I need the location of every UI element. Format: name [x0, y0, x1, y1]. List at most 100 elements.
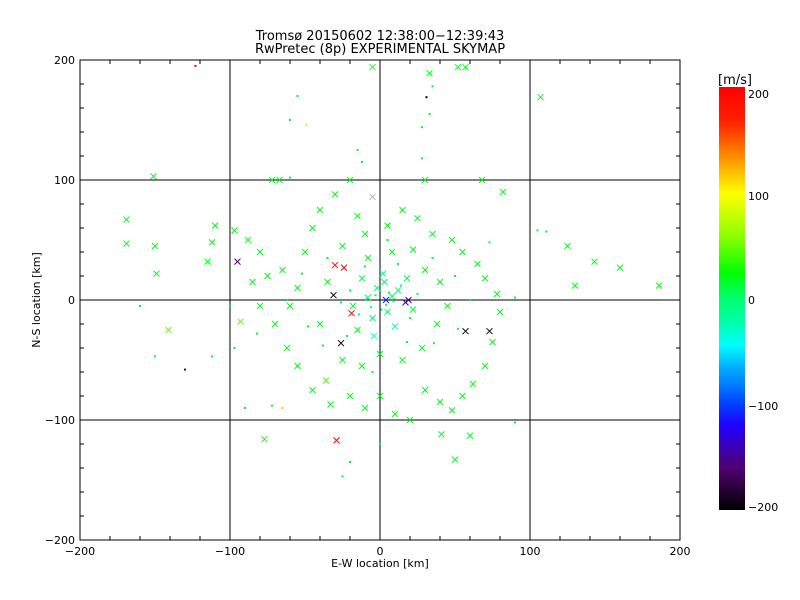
cross-stroke: [655, 282, 663, 289]
dot-marker: [454, 275, 456, 277]
cross-marker: [459, 392, 466, 400]
cross-marker: [591, 258, 598, 265]
dot-marker: [545, 230, 548, 233]
cross-stroke: [256, 302, 264, 310]
cross-marker: [421, 176, 429, 184]
cross-marker: [346, 392, 354, 400]
cross-marker: [564, 242, 571, 250]
cross-stroke: [358, 362, 366, 370]
cross-marker: [481, 275, 489, 282]
cross-stroke: [433, 320, 441, 328]
cross-marker: [381, 278, 388, 286]
grid-lines: [80, 60, 680, 540]
cross-stroke: [436, 398, 444, 406]
dot-marker: [358, 313, 360, 316]
dot-marker: [211, 355, 213, 358]
cross-stroke: [591, 258, 598, 265]
cross-marker: [153, 270, 160, 277]
cross-stroke: [354, 212, 361, 220]
cross-stroke: [346, 392, 354, 400]
cross-stroke: [369, 63, 376, 71]
cross-marker: [486, 327, 493, 335]
cross-stroke: [346, 176, 354, 184]
cross-stroke: [204, 258, 211, 265]
dot-marker: [379, 289, 381, 292]
cross-marker: [231, 227, 238, 234]
dot-marker: [379, 443, 381, 445]
cross-stroke: [481, 362, 489, 370]
dot-marker: [229, 305, 231, 307]
cross-stroke: [165, 326, 172, 334]
cross-stroke: [316, 320, 324, 328]
cross-stroke: [405, 296, 412, 304]
cross-stroke: [426, 69, 433, 77]
cross-marker: [211, 222, 219, 229]
cross-stroke: [459, 248, 466, 256]
dot-marker: [425, 96, 428, 99]
dot-marker: [256, 332, 258, 335]
cross-marker: [406, 416, 414, 424]
dot-marker: [305, 123, 308, 126]
dot-marker: [514, 296, 516, 299]
dot-marker: [233, 347, 236, 349]
x-tick-label: 100: [520, 545, 541, 558]
cross-stroke: [264, 272, 271, 280]
dot-marker: [421, 157, 423, 160]
cross-stroke: [462, 63, 469, 71]
cross-stroke: [268, 176, 276, 184]
dot-marker: [154, 355, 156, 358]
cross-stroke: [369, 193, 376, 201]
cross-stroke: [474, 260, 481, 268]
cross-stroke: [459, 392, 466, 400]
cross-marker: [264, 272, 271, 280]
cross-marker: [151, 242, 159, 250]
cross-marker: [294, 284, 301, 292]
cross-marker: [418, 344, 426, 352]
cross-stroke: [234, 258, 241, 265]
cross-stroke: [150, 173, 157, 180]
dot-marker: [307, 325, 309, 328]
cross-marker: [268, 176, 276, 184]
colorbar-tick-label: 100: [748, 190, 769, 203]
cross-stroke: [151, 242, 159, 250]
cross-stroke: [478, 176, 486, 184]
cross-stroke: [309, 224, 316, 232]
dot-marker: [139, 305, 141, 307]
cross-marker: [426, 69, 433, 77]
cross-marker: [454, 63, 462, 71]
dot-marker: [406, 341, 408, 343]
y-tick-label: −100: [45, 414, 75, 427]
cross-marker: [414, 215, 421, 222]
cross-stroke: [331, 261, 339, 269]
dot-marker: [296, 95, 299, 97]
dot-marker: [374, 294, 377, 297]
cross-stroke: [261, 435, 268, 443]
cross-marker: [466, 432, 474, 439]
cross-marker: [379, 270, 387, 277]
dot-marker: [364, 265, 366, 268]
cross-stroke: [333, 437, 340, 444]
chart-title: Tromsø 20150602 12:38:00−12:39:43: [255, 29, 505, 44]
cross-marker: [364, 254, 372, 262]
dot-marker: [421, 126, 423, 129]
colorbar-tick-label: −200: [748, 501, 778, 514]
cross-marker: [354, 212, 361, 220]
dot-marker: [386, 239, 389, 241]
cross-marker: [339, 242, 346, 250]
cross-stroke: [249, 278, 256, 286]
cross-marker: [150, 173, 157, 180]
dot-marker: [322, 344, 324, 347]
cross-stroke: [322, 377, 330, 384]
cross-stroke: [271, 320, 279, 328]
cross-marker: [261, 435, 268, 443]
cross-marker: [286, 302, 294, 310]
colorbar-tick-label: 200: [748, 88, 769, 101]
cross-stroke: [429, 230, 436, 238]
cross-marker: [438, 431, 445, 438]
cross-marker: [403, 275, 411, 282]
cross-stroke: [370, 332, 378, 340]
cross-stroke: [409, 306, 417, 313]
cross-marker: [376, 392, 384, 400]
y-tick-label: 200: [54, 54, 75, 67]
cross-marker: [489, 338, 496, 346]
